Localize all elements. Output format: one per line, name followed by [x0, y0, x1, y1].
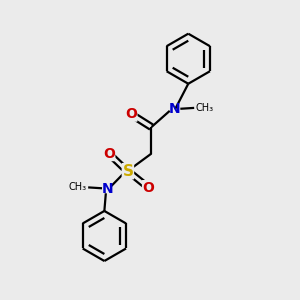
Text: CH₃: CH₃ [69, 182, 87, 192]
Text: O: O [142, 181, 154, 195]
Text: N: N [169, 102, 181, 116]
Text: N: N [101, 182, 113, 196]
Text: O: O [125, 107, 137, 121]
Text: S: S [122, 164, 134, 179]
Text: O: O [103, 146, 115, 161]
Text: CH₃: CH₃ [196, 103, 214, 113]
